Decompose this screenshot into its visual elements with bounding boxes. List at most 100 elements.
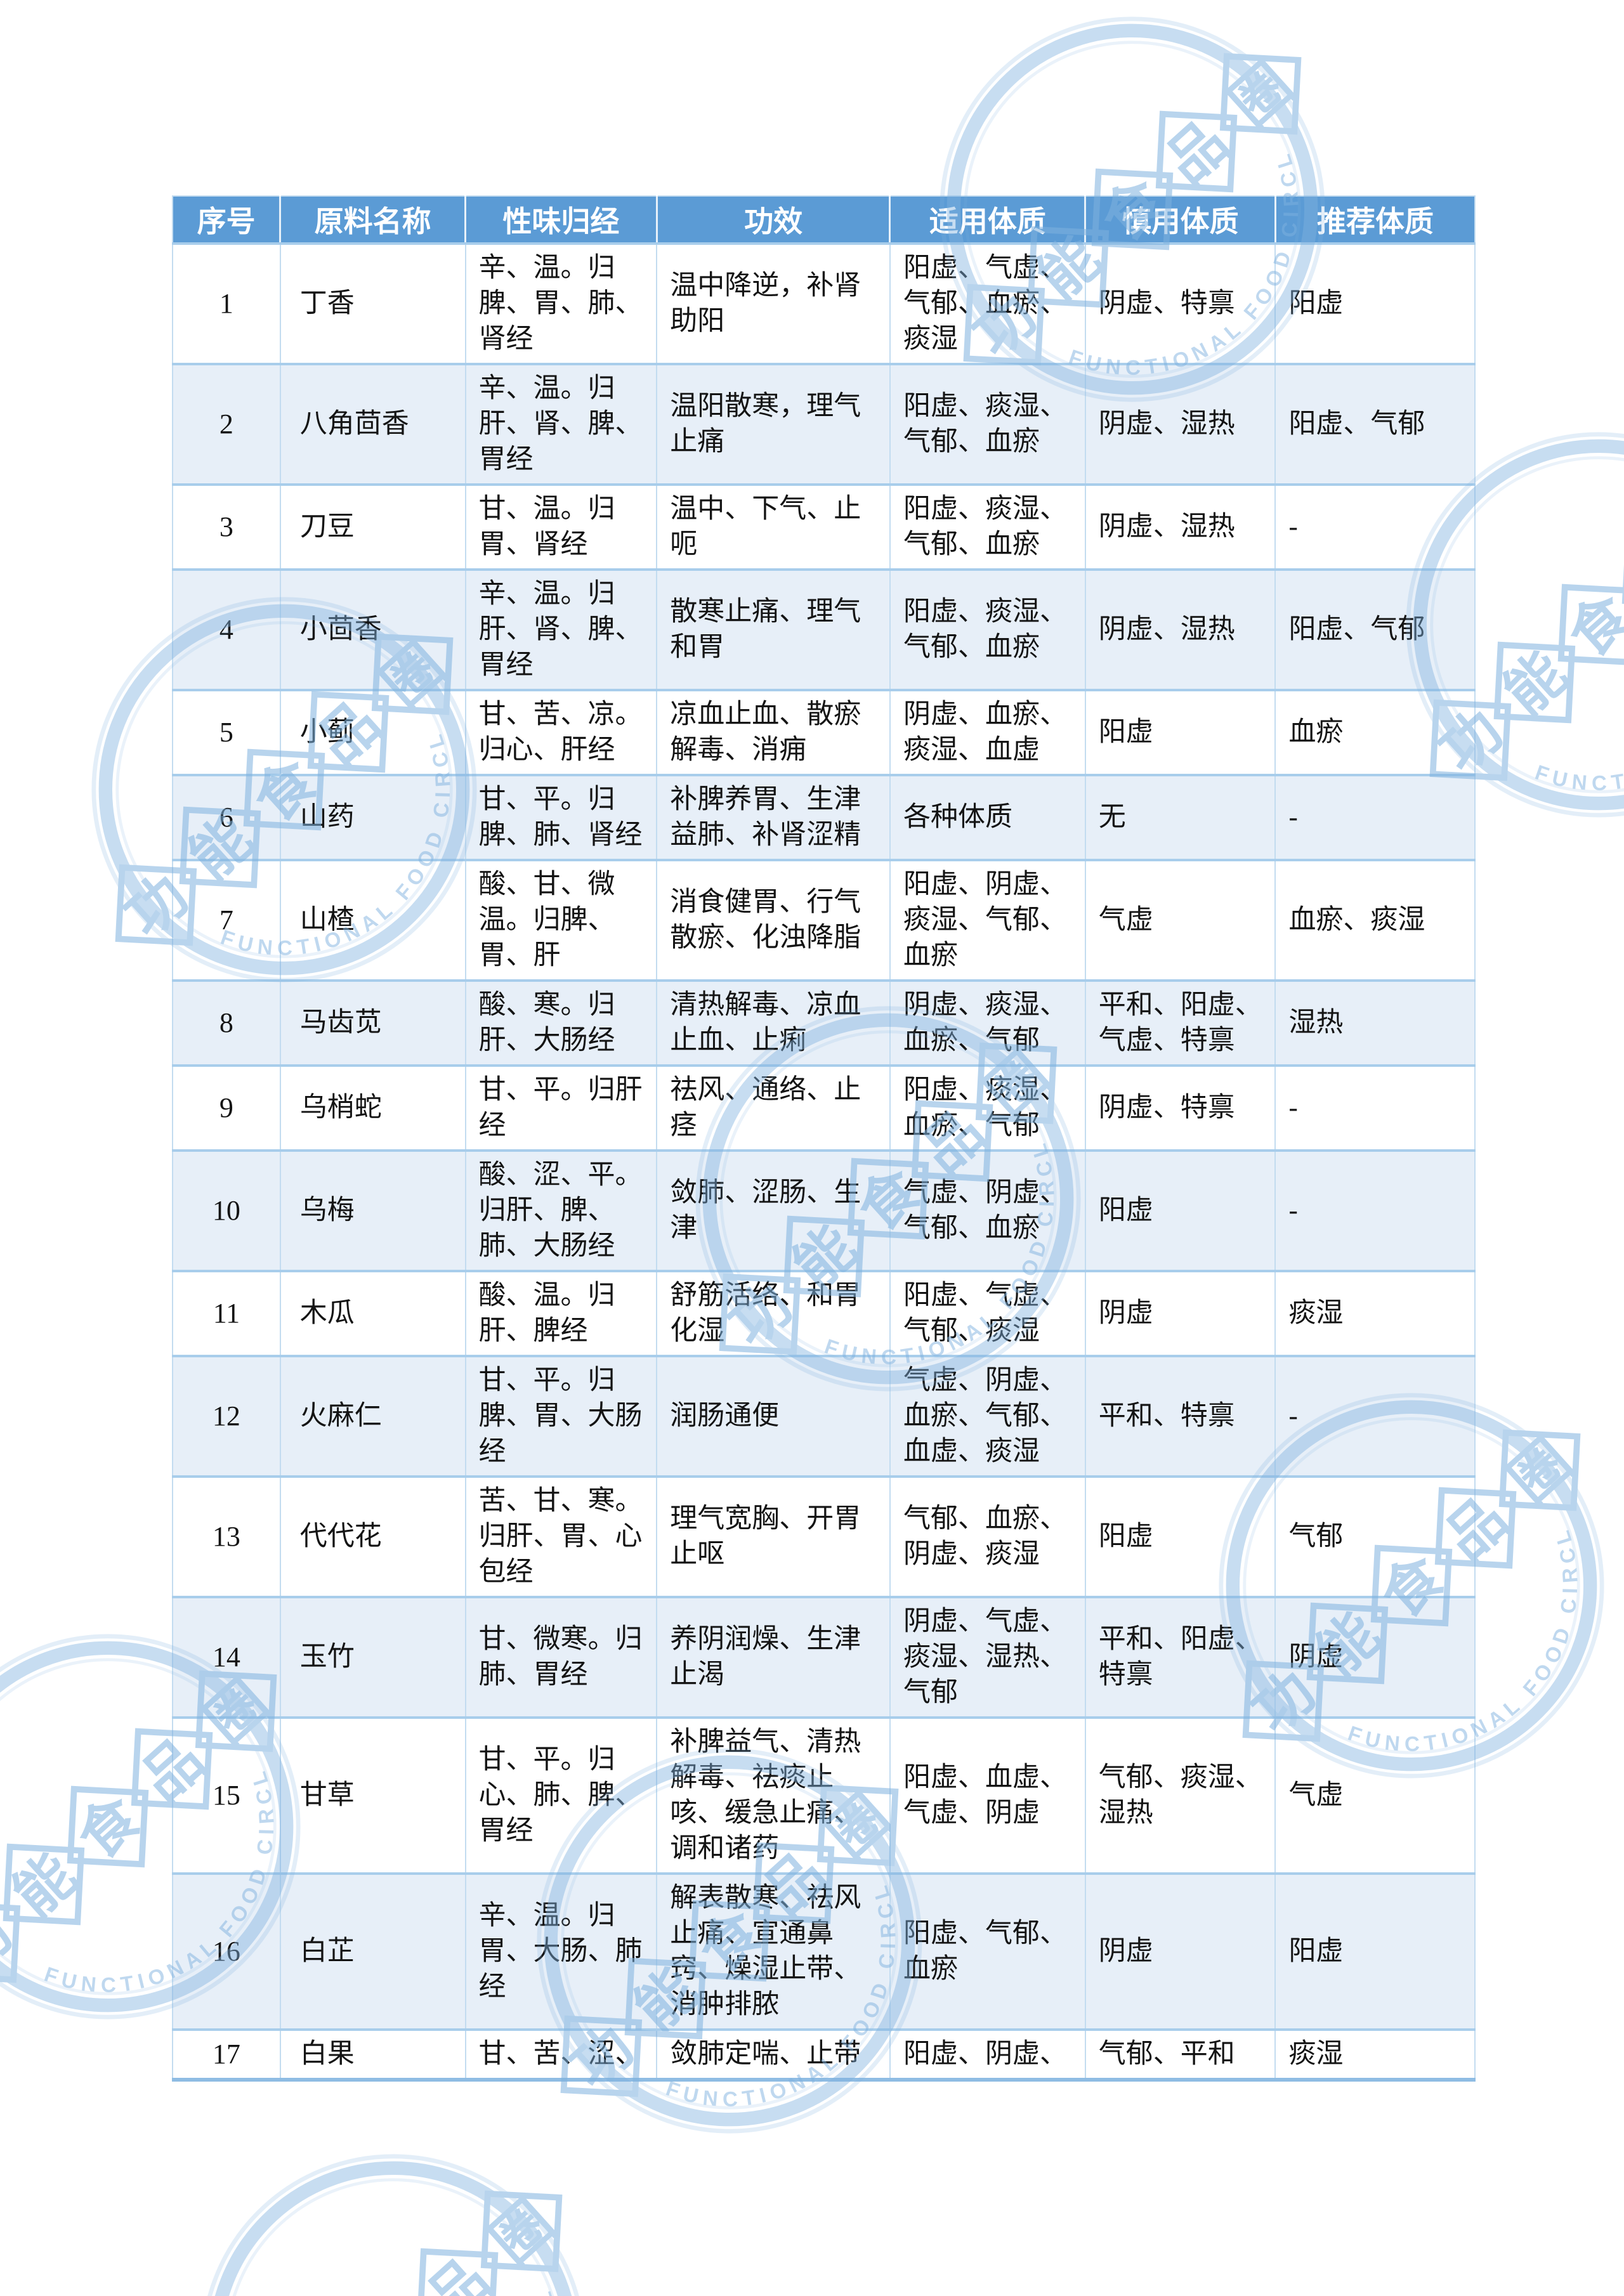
watermark-char-diamond: 圈	[1497, 1428, 1583, 1515]
cell-caution: 阳虚	[1084, 689, 1276, 775]
col-header-caution: 慎用体质	[1084, 196, 1276, 244]
cell-no: 14	[173, 1596, 280, 1718]
cell-no: 6	[173, 774, 280, 860]
svg-text:食: 食	[1556, 582, 1624, 669]
cell-recommended: 痰湿	[1274, 2028, 1475, 2080]
svg-text:品: 品	[1154, 109, 1240, 196]
cell-effect: 凉血止血、散瘀解毒、消痈	[656, 689, 890, 775]
cell-suitable: 阴虚、血瘀、痰湿、血虚	[889, 689, 1085, 775]
cell-caution: 气郁、平和	[1084, 2028, 1276, 2080]
cell-recommended: 阳虚	[1274, 1872, 1475, 2030]
cell-suitable: 阳虚、痰湿、气郁、血瘀	[889, 363, 1085, 485]
cell-suitable: 阳虚、痰湿、气郁、血瘀	[889, 483, 1085, 570]
table-row: 5 小蓟 甘、苦、凉。归心、肝经 凉血止血、散瘀解毒、消痈 阴虚、血瘀、痰湿、血虚 阳虚血…	[173, 689, 1475, 775]
cell-suitable: 阳虚、阴虚、痰湿、气郁、血瘀	[889, 859, 1085, 981]
cell-caution: 阴虚	[1084, 1270, 1276, 1356]
ingredients-table: 序号 原料名称 性味归经 功效 适用体质 慎用体质 推荐体质 1 丁香 辛、温。归脾…	[172, 195, 1476, 2082]
cell-effect: 补脾养胃、生津益肺、补肾涩精	[656, 774, 890, 860]
cell-suitable: 阴虚、痰湿、血瘀、气郁	[889, 979, 1085, 1066]
svg-text:品: 品	[1620, 525, 1624, 611]
cell-no: 12	[173, 1355, 280, 1477]
cell-nature: 辛、温。归肝、肾、脾、胃经	[464, 568, 657, 690]
watermark-char-diamond: 品	[415, 2247, 501, 2296]
cell-no: 8	[173, 979, 280, 1066]
watermark-stamp: FUNCTIONAL FOOD CIRCLE 功 能 食 品 圈	[69, 2065, 626, 2296]
table-row: 17 白果 甘、苦、涩、 敛肺定喘、止带 阳虚、阴虚、 气郁、平和 痰湿	[173, 2028, 1475, 2080]
cell-name: 甘草	[279, 1716, 466, 1874]
watermark-char-diamond: 品	[1620, 525, 1624, 611]
cell-caution: 无	[1084, 774, 1276, 860]
col-header-nature: 性味归经	[464, 196, 657, 244]
cell-effect: 祛风、通络、止痉	[656, 1064, 890, 1151]
svg-text:能: 能	[1492, 640, 1578, 727]
cell-no: 1	[173, 242, 280, 364]
cell-nature: 酸、涩、平。归肝、脾、肺、大肠经	[464, 1149, 657, 1271]
cell-suitable: 阳虚、血虚、气虚、阴虚	[889, 1716, 1085, 1874]
cell-effect: 舒筋活络、和胃化湿	[656, 1270, 890, 1356]
cell-caution: 阴虚、特禀	[1084, 1064, 1276, 1151]
cell-name: 八角茴香	[279, 363, 466, 485]
svg-text:圈: 圈	[1497, 1428, 1583, 1515]
cell-no: 17	[173, 2028, 280, 2080]
table-row: 4 小茴香 辛、温。归肝、肾、脾、胃经 散寒止痛、理气和胃 阳虚、痰湿、气郁、血瘀 阴虚、…	[173, 568, 1475, 690]
cell-name: 山楂	[279, 859, 466, 981]
table-row: 6 山药 甘、平。归脾、肺、肾经 补脾养胃、生津益肺、补肾涩精 各种体质无 -	[173, 774, 1475, 860]
table-row: 16 白芷 辛、温。归胃、大肠、肺经 解表散寒、祛风止痛、宣通鼻窍、燥湿止带、消肿排脓…	[173, 1872, 1475, 2030]
cell-name: 白果	[279, 2028, 466, 2080]
svg-text:能: 能	[1, 1842, 88, 1929]
cell-no: 16	[173, 1872, 280, 2030]
cell-effect: 理气宽胸、开胃止呕	[656, 1475, 890, 1597]
cell-nature: 甘、平。归脾、胃、大肠经	[464, 1355, 657, 1477]
cell-suitable: 阳虚、阴虚、	[889, 2028, 1085, 2080]
cell-recommended: 气郁	[1274, 1475, 1475, 1597]
cell-recommended: 血瘀、痰湿	[1274, 859, 1475, 981]
cell-nature: 甘、温。归胃、肾经	[464, 483, 657, 570]
cell-caution: 阴虚、湿热	[1084, 568, 1276, 690]
cell-suitable: 阳虚、气虚、气郁、血瘀、痰湿	[889, 242, 1085, 364]
table-row: 8 马齿苋 酸、寒。归肝、大肠经 清热解毒、凉血止血、止痢 阴虚、痰湿、血瘀、气郁 平和、…	[173, 979, 1475, 1066]
cell-suitable: 阳虚、痰湿、气郁、血瘀	[889, 568, 1085, 690]
svg-text:圈: 圈	[479, 2189, 565, 2276]
cell-effect: 清热解毒、凉血止血、止痢	[656, 979, 890, 1066]
watermark-char-diamond: 圈	[479, 2189, 565, 2276]
cell-effect: 温中、下气、止呃	[656, 483, 890, 570]
table-header: 序号 原料名称 性味归经 功效 适用体质 慎用体质 推荐体质	[173, 196, 1475, 244]
table-row: 13 代代花 苦、甘、寒。归肝、胃、心包经 理气宽胸、开胃止呕 气郁、血瘀、阴虚、痰湿阳…	[173, 1475, 1475, 1597]
svg-text:FUNCTIONAL FOOD CIRCLE: FUNCTIONAL FOOD CIRCLE	[178, 2131, 609, 2296]
col-header-index: 序号	[173, 196, 280, 244]
cell-no: 4	[173, 568, 280, 690]
cell-nature: 苦、甘、寒。归肝、胃、心包经	[464, 1475, 657, 1597]
cell-caution: 阳虚	[1084, 1149, 1276, 1271]
table-row: 10 乌梅 酸、涩、平。归肝、脾、肺、大肠经 敛肺、涩肠、生津 气虚、阴虚、气郁、血瘀阳…	[173, 1149, 1475, 1271]
cell-name: 小蓟	[279, 689, 466, 775]
cell-recommended: 痰湿	[1274, 1270, 1475, 1356]
cell-recommended: -	[1274, 1064, 1475, 1151]
cell-nature: 甘、苦、涩、	[464, 2028, 657, 2080]
table-row: 15 甘草 甘、平。归心、肺、脾、胃经 补脾益气、清热解毒、祛痰止咳、缓急止痛、调和诸…	[173, 1716, 1475, 1874]
cell-nature: 甘、平。归脾、肺、肾经	[464, 774, 657, 860]
watermark-char-diamond: 能	[1492, 640, 1578, 727]
table-row: 1 丁香 辛、温。归脾、胃、肺、肾经 温中降逆，补肾助阳 阳虚、气虚、气郁、血瘀、痰湿阴…	[173, 242, 1475, 364]
cell-no: 15	[173, 1716, 280, 1874]
cell-effect: 散寒止痛、理气和胃	[656, 568, 890, 690]
cell-recommended: 阳虚	[1274, 242, 1475, 364]
watermark-char-diamond: 食	[322, 2275, 464, 2296]
table-body: 1 丁香 辛、温。归脾、胃、肺、肾经 温中降逆，补肾助阳 阳虚、气虚、气郁、血瘀、痰湿阴…	[173, 242, 1475, 2080]
svg-text:品: 品	[415, 2247, 501, 2296]
cell-name: 刀豆	[279, 483, 466, 570]
cell-suitable: 气虚、阴虚、血瘀、气郁、血虚、痰湿	[889, 1355, 1085, 1477]
cell-suitable: 气虚、阴虚、气郁、血瘀	[889, 1149, 1085, 1271]
cell-recommended: 气虚	[1274, 1716, 1475, 1874]
svg-text:圈: 圈	[1218, 51, 1304, 138]
cell-suitable: 各种体质	[889, 774, 1085, 860]
cell-caution: 阴虚、湿热	[1084, 483, 1276, 570]
cell-name: 山药	[279, 774, 466, 860]
cell-name: 丁香	[279, 242, 466, 364]
cell-suitable: 阴虚、气虚、痰湿、湿热、气郁	[889, 1596, 1085, 1718]
svg-text:功: 功	[0, 1900, 23, 1986]
table-row: 14 玉竹 甘、微寒。归肺、胃经 养阴润燥、生津止渴 阴虚、气虚、痰湿、湿热、气郁 平和、…	[173, 1596, 1475, 1718]
cell-effect: 敛肺定喘、止带	[656, 2028, 890, 2080]
cell-caution: 阳虚	[1084, 1475, 1276, 1597]
cell-no: 7	[173, 859, 280, 981]
